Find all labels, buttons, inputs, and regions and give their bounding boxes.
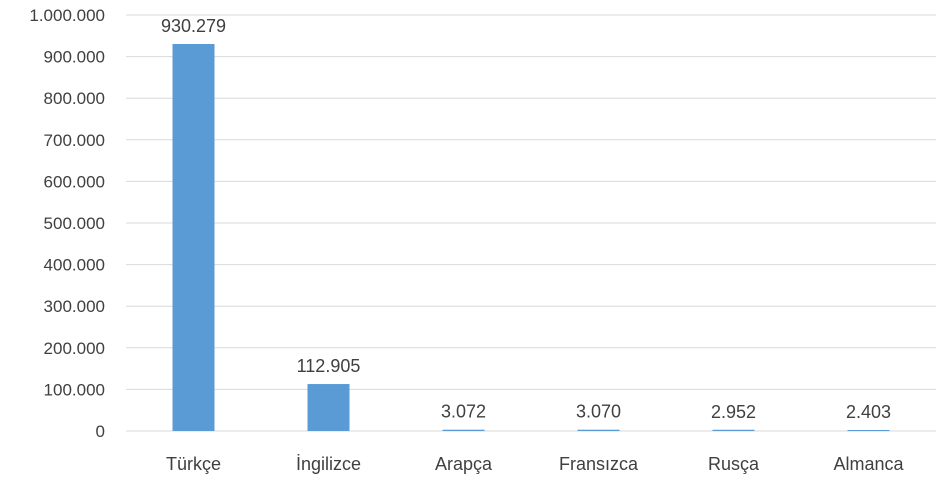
bar [442, 429, 485, 431]
bar [847, 430, 890, 431]
y-tick-label: 200.000 [44, 339, 105, 358]
y-tick-label: 1.000.000 [29, 6, 105, 25]
data-label: 2.403 [846, 402, 891, 422]
gridlines [126, 14, 936, 432]
data-label: 930.279 [161, 16, 226, 36]
x-tick-label: İngilizce [296, 454, 361, 474]
bar [712, 429, 755, 431]
y-tick-label: 300.000 [44, 297, 105, 316]
y-tick-label: 800.000 [44, 89, 105, 108]
x-tick-label: Fransızca [559, 454, 639, 474]
data-label: 3.072 [441, 402, 486, 422]
x-axis-tick-labels: Türkçe İngilizce Arapça Fransızca Rusça Alman… [166, 454, 905, 474]
x-tick-label: Arapça [435, 454, 493, 474]
y-tick-label: 900.000 [44, 48, 105, 67]
y-tick-label: 700.000 [44, 131, 105, 150]
bars [172, 44, 890, 431]
bar [172, 44, 215, 431]
data-label: 112.905 [297, 356, 361, 376]
y-tick-label: 600.000 [44, 172, 105, 191]
x-tick-label: Rusça [708, 454, 760, 474]
y-tick-label: 400.000 [44, 256, 105, 275]
data-labels: 930.279 112.905 3.072 3.070 2.952 2.403 [161, 16, 891, 422]
x-tick-label: Türkçe [166, 454, 221, 474]
y-tick-label: 0 [96, 422, 105, 441]
data-label: 3.070 [576, 402, 621, 422]
data-label: 2.952 [711, 402, 756, 422]
bar [577, 429, 620, 431]
x-tick-label: Almanca [833, 454, 904, 474]
y-tick-label: 100.000 [44, 380, 105, 399]
y-axis-tick-labels: 0 100.000 200.000 300.000 400.000 500.000 600.… [29, 6, 105, 441]
y-tick-label: 500.000 [44, 214, 105, 233]
bar [307, 384, 350, 431]
